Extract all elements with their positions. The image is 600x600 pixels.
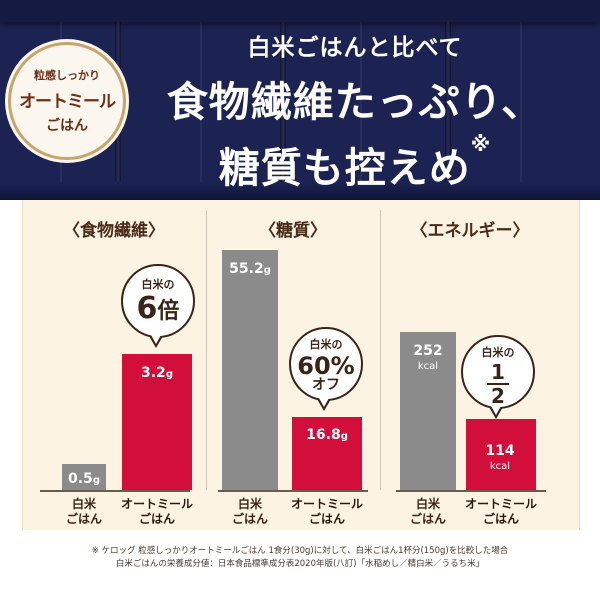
headline-line2: 糖質も控えめ※ (120, 132, 590, 194)
fraction-bar (487, 383, 509, 385)
callout-bottom: オフ (312, 377, 340, 393)
footnote-line2: 白米ごはんの栄養成分値：日本食品標準成分表2020年版(八訂)「水稲めし／精白米… (115, 559, 485, 569)
energy-white-rice-bar (400, 332, 456, 490)
energy-callout-bubble: 白米の 1 2 (461, 335, 535, 419)
value-number: 55.2 (229, 261, 264, 277)
curtain-hem (0, 182, 600, 200)
value-number: 114 (485, 443, 515, 459)
fiber-oat-value: 3.2g (122, 362, 192, 381)
curtain-fold (360, 22, 362, 200)
energy-oat-label: オートミール ごはん (464, 497, 537, 526)
carb-oat-value: 16.8g (293, 424, 361, 443)
callout-fraction: 1 2 (487, 362, 509, 406)
fiber-white-label: 白米 ごはん (65, 497, 102, 526)
logo-sub: ごはん (46, 118, 88, 134)
carb-white-rice-bar (222, 250, 278, 490)
carb-callout-bubble: 白米の 60% オフ (289, 327, 363, 411)
fiber-oat-label: オートミール ごはん (120, 497, 193, 526)
fraction-denominator: 2 (491, 384, 505, 408)
carb-oatmeal-bar (292, 416, 362, 490)
carb-white-label: 白米 ごはん (231, 497, 268, 526)
section-divider (206, 210, 207, 490)
fiber-white-value: 0.5g (62, 468, 106, 487)
energy-oat-value: 114 kcal (466, 440, 534, 472)
callout-top: 白米の (309, 338, 343, 351)
curtain-split (445, 22, 451, 200)
callout-top: 白米の (481, 346, 515, 359)
fiber-oatmeal-bar (122, 354, 192, 490)
callout-number: 60% (297, 352, 355, 380)
energy-oatmeal-bar (466, 418, 536, 490)
headline-sub: 白米ごはんと比べて (247, 35, 463, 61)
footnote-line1: ※ ケロッグ 粒感しっかりオートミールごはん 1食分(30g)に対して、白米ごは… (91, 546, 509, 556)
value-number: 16.8 (306, 427, 341, 443)
value-unit: g (263, 265, 271, 276)
fiber-callout-bubble: 白米の 6倍 (121, 264, 195, 348)
value-number: 3.2 (141, 365, 166, 381)
value-number: 252 (413, 343, 443, 359)
headline: 白米ごはんと比べて 食物繊維たっぷり、 糖質も控えめ※ (120, 28, 590, 194)
value-number: 0.5 (68, 471, 93, 487)
curtain-rod (0, 0, 600, 22)
headline-line1: 食物繊維たっぷり、 (166, 78, 544, 126)
logo-name: オートミール (19, 92, 116, 112)
curtain-fold (200, 22, 202, 200)
value-unit: kcal (489, 461, 511, 472)
curtain-split (280, 22, 286, 200)
footnote: ※ ケロッグ 粒感しっかりオートミールごはん 1食分(30g)に対して、白米ごは… (22, 545, 578, 571)
curtain-fold (520, 22, 522, 200)
callout-main: 6倍 (123, 294, 193, 327)
value-unit: g (92, 475, 100, 486)
callout-top: 白米の (141, 278, 175, 291)
brand-logo: 粒感しっかり オートミール ごはん (8, 42, 126, 160)
fiber-white-rice-bar (62, 464, 106, 490)
fraction-numerator: 1 (491, 360, 505, 384)
carb-title: 〈糖質〉 (259, 221, 327, 241)
section-divider (380, 210, 381, 490)
logo-tagline: 粒感しっかり (34, 69, 100, 82)
callout-number: 6 (136, 291, 158, 326)
value-unit: g (340, 431, 348, 442)
value-unit: kcal (417, 361, 439, 372)
energy-white-label: 白米 ごはん (409, 497, 446, 526)
carb-white-value: 55.2g (222, 258, 278, 277)
noren-banner: 白米ごはんと比べて 食物繊維たっぷり、 糖質も控えめ※ (0, 0, 600, 200)
headline-line2-text: 糖質も控えめ (218, 144, 471, 192)
headline-footnote-mark: ※ (470, 132, 492, 156)
value-unit: g (165, 369, 173, 380)
callout-suffix: 倍 (157, 299, 180, 324)
carb-baseline (218, 490, 368, 492)
fiber-baseline (40, 490, 190, 492)
fiber-title: 〈食物繊維〉 (63, 221, 165, 241)
energy-white-value: 252 kcal (400, 340, 456, 372)
energy-baseline (396, 490, 546, 492)
energy-title: 〈エネルギー〉 (410, 221, 530, 241)
carb-oat-label: オートミール ごはん (290, 497, 363, 526)
